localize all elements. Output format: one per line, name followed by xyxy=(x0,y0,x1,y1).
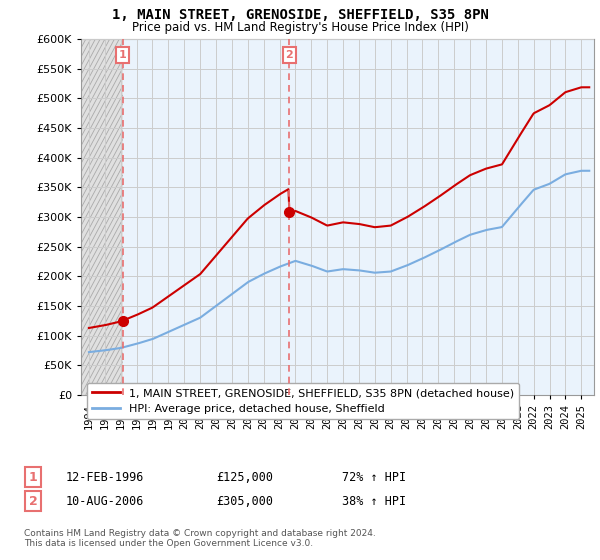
Text: 1, MAIN STREET, GRENOSIDE, SHEFFIELD, S35 8PN: 1, MAIN STREET, GRENOSIDE, SHEFFIELD, S3… xyxy=(112,8,488,22)
Text: 72% ↑ HPI: 72% ↑ HPI xyxy=(342,470,406,484)
Legend: 1, MAIN STREET, GRENOSIDE, SHEFFIELD, S35 8PN (detached house), HPI: Average pri: 1, MAIN STREET, GRENOSIDE, SHEFFIELD, S3… xyxy=(86,383,520,419)
Text: 2: 2 xyxy=(286,50,293,60)
Text: Contains HM Land Registry data © Crown copyright and database right 2024.
This d: Contains HM Land Registry data © Crown c… xyxy=(24,529,376,548)
Text: 12-FEB-1996: 12-FEB-1996 xyxy=(66,470,145,484)
Text: 38% ↑ HPI: 38% ↑ HPI xyxy=(342,494,406,508)
Text: 10-AUG-2006: 10-AUG-2006 xyxy=(66,494,145,508)
Text: 2: 2 xyxy=(29,494,37,508)
Text: 1: 1 xyxy=(119,50,127,60)
Text: 1: 1 xyxy=(29,470,37,484)
Text: £125,000: £125,000 xyxy=(216,470,273,484)
Bar xyxy=(81,39,122,395)
Text: Price paid vs. HM Land Registry's House Price Index (HPI): Price paid vs. HM Land Registry's House … xyxy=(131,21,469,34)
Text: £305,000: £305,000 xyxy=(216,494,273,508)
